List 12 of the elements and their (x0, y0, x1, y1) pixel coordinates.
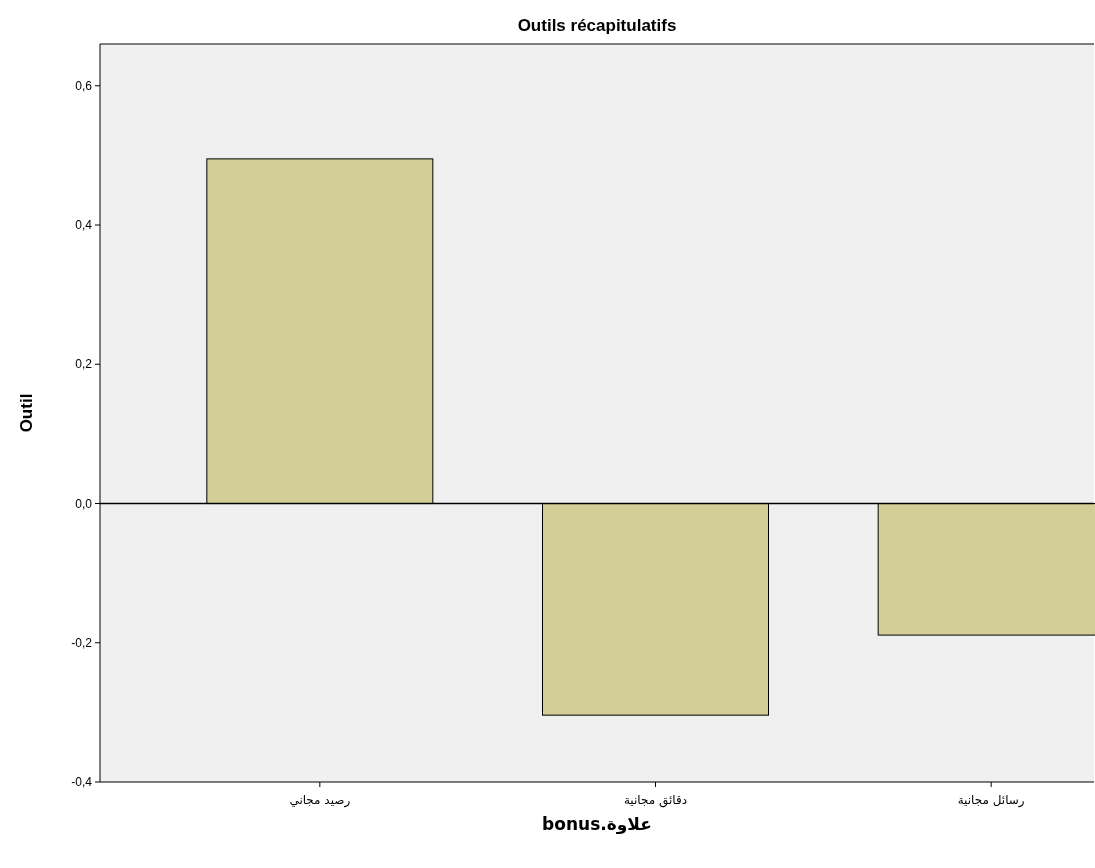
y-tick-label: 0,2 (75, 357, 93, 372)
x-axis-title: علاوة.bonus (542, 814, 652, 835)
x-tick-label: رسائل مجانية (957, 793, 1025, 808)
y-tick-label: 0,4 (75, 218, 93, 233)
y-tick-label: -0,2 (71, 635, 93, 650)
x-tick-label: رصيد مجاني (289, 793, 351, 808)
y-tick-label: 0,6 (75, 78, 93, 93)
y-axis-title: Outil (17, 393, 36, 433)
y-tick-label: -0,4 (71, 775, 93, 789)
y-tick-label: 0,0 (75, 496, 93, 511)
chart-title: Outils récapitulatifs (517, 16, 677, 35)
x-tick-label: دقائق مجانية (623, 793, 688, 808)
